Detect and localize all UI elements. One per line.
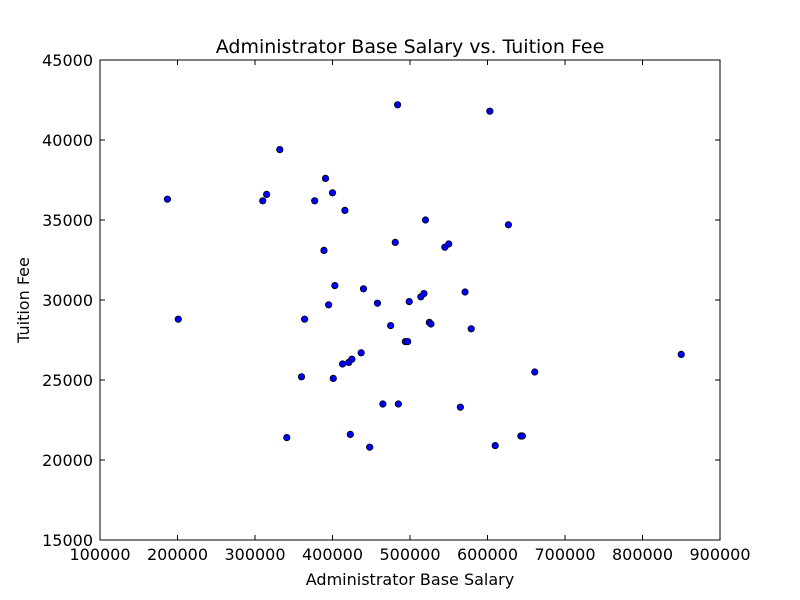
data-point [321, 174, 330, 182]
data-point [445, 240, 453, 248]
y-tick-label: 35000 [42, 211, 93, 230]
data-point [404, 337, 412, 346]
data-point [456, 403, 464, 411]
data-point [677, 350, 685, 358]
x-tick-label: 600000 [457, 545, 518, 564]
y-tick-labels: 15000 20000 25000 30000 35000 40000 45000 [42, 51, 93, 550]
x-tick-label: 700000 [534, 545, 595, 564]
data-point [346, 430, 354, 438]
data-point [320, 246, 328, 254]
data-point [259, 197, 267, 205]
data-point [405, 297, 413, 306]
data-point [276, 146, 284, 154]
data-point [359, 285, 368, 293]
data-point [421, 216, 430, 224]
data-point [379, 400, 387, 408]
data-point [427, 320, 435, 328]
x-tick-label: 100000 [69, 545, 130, 564]
data-point [504, 221, 513, 229]
data-point [283, 433, 291, 442]
x-tick-label: 500000 [379, 545, 440, 564]
data-point [387, 321, 395, 330]
data-point [311, 197, 319, 205]
data-point [328, 189, 337, 197]
y-axis-label: Tuition Fee [14, 257, 33, 344]
data-point [174, 315, 182, 323]
x-tick-label: 900000 [689, 545, 750, 564]
data-point [467, 325, 475, 333]
data-point [357, 349, 365, 357]
y-tick-label: 40000 [42, 131, 93, 150]
data-point [491, 441, 499, 450]
data-point [373, 299, 382, 307]
data-point [420, 289, 428, 298]
data-point [394, 400, 402, 408]
plot-frame [99, 59, 721, 541]
y-tick-label: 45000 [42, 51, 93, 70]
chart-title: Administrator Base Salary vs. Tuition Fe… [216, 36, 605, 58]
y-tick-label: 30000 [42, 291, 93, 310]
data-point [163, 195, 172, 203]
data-point [486, 107, 494, 115]
y-tick-label: 20000 [42, 451, 93, 470]
data-point [393, 101, 402, 109]
data-point [518, 432, 526, 440]
x-tick-labels: 100000 200000 300000 400000 500000 600000 7000… [69, 545, 750, 564]
data-point [341, 206, 349, 214]
data-point [297, 373, 306, 381]
data-point [461, 288, 469, 296]
data-point [366, 443, 374, 451]
data-point [531, 368, 539, 376]
x-axis-label: Administrator Base Salary [306, 570, 514, 589]
data-point [329, 374, 337, 382]
data-point [331, 281, 339, 290]
data-point [391, 238, 399, 246]
data-point [300, 315, 309, 323]
y-tick-label: 15000 [42, 531, 93, 550]
x-tick-label: 800000 [612, 545, 673, 564]
x-tick-label: 300000 [224, 545, 285, 564]
data-point [263, 190, 271, 198]
data-point [348, 355, 356, 363]
x-tick-label: 400000 [302, 545, 363, 564]
data-points [163, 101, 685, 451]
data-point [325, 301, 333, 309]
x-tick-label: 200000 [147, 545, 208, 564]
data-point [338, 360, 347, 368]
y-tick-label: 25000 [42, 371, 93, 390]
